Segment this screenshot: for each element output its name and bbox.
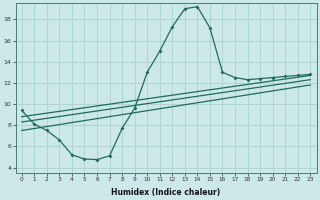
X-axis label: Humidex (Indice chaleur): Humidex (Indice chaleur): [111, 188, 221, 197]
